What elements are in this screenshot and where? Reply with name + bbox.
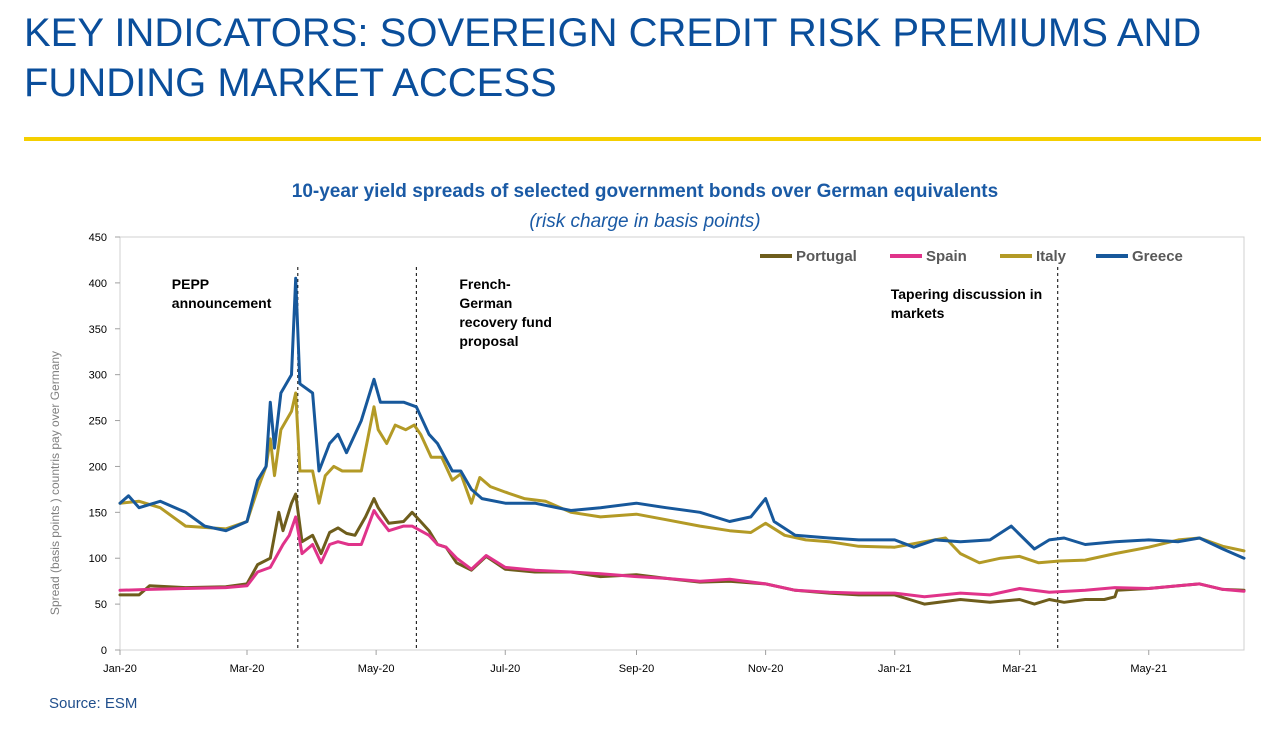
- x-tick-label: Sep-20: [619, 663, 654, 675]
- series-lines: [118, 276, 1246, 606]
- x-tick-label: Jan-21: [878, 663, 912, 675]
- y-axis: 0 50 100 150 200 250 300 350 400 450: [89, 232, 120, 657]
- chart-subtitle: (risk charge in basis points): [529, 211, 761, 232]
- event-annotation-label: announcement: [172, 295, 272, 311]
- event-annotation-label: Tapering discussion in: [891, 286, 1042, 302]
- annotations: PEPP announcement French- German recovery fu…: [172, 267, 1059, 650]
- event-annotation-label: French-: [459, 276, 511, 292]
- x-tick-label: Nov-20: [748, 663, 783, 675]
- legend: Portugal Spain Italy Greece: [760, 248, 1183, 265]
- source-note: Source: ESM: [49, 695, 138, 712]
- event-annotation-label: PEPP: [172, 276, 209, 292]
- y-tick-label: 450: [89, 232, 107, 244]
- x-tick-label: May-20: [358, 663, 395, 675]
- y-tick-label: 0: [101, 645, 107, 657]
- series-line-greece: [118, 276, 1246, 560]
- y-tick-label: 400: [89, 278, 107, 290]
- y-tick-label: 50: [95, 599, 107, 611]
- y-tick-label: 100: [89, 553, 107, 565]
- x-tick-label: Mar-21: [1002, 663, 1037, 675]
- event-annotation-label: German: [459, 295, 512, 311]
- series-line-italy: [118, 391, 1246, 565]
- legend-label-italy: Italy: [1036, 248, 1067, 265]
- plot-area: [119, 236, 1245, 651]
- chart-title: 10-year yield spreads of selected govern…: [291, 181, 999, 202]
- y-tick-label: 250: [89, 416, 107, 428]
- event-annotation-label: proposal: [459, 333, 518, 349]
- x-tick-label: Mar-20: [230, 663, 265, 675]
- x-tick-label: May-21: [1130, 663, 1167, 675]
- x-tick-label: Jan-20: [103, 663, 137, 675]
- y-tick-label: 200: [89, 461, 107, 473]
- y-axis-label: Spread (basis points ) countris pay over…: [48, 351, 62, 615]
- y-tick-label: 150: [89, 507, 107, 519]
- event-annotation-label: recovery fund: [459, 314, 552, 330]
- x-tick-label: Jul-20: [490, 663, 520, 675]
- y-tick-label: 300: [89, 370, 107, 382]
- legend-label-portugal: Portugal: [796, 248, 857, 265]
- y-tick-label: 350: [89, 324, 107, 336]
- x-axis: Jan-20 Mar-20 May-20 Jul-20 Sep-20 Nov-20 Jan-…: [103, 650, 1167, 675]
- legend-label-spain: Spain: [926, 248, 967, 265]
- legend-label-greece: Greece: [1132, 248, 1183, 265]
- series-line-spain: [118, 509, 1246, 599]
- event-annotation-label: markets: [891, 305, 945, 321]
- title-divider: [24, 137, 1261, 141]
- page-title: KEY INDICATORS: SOVEREIGN CREDIT RISK PR…: [24, 11, 1202, 105]
